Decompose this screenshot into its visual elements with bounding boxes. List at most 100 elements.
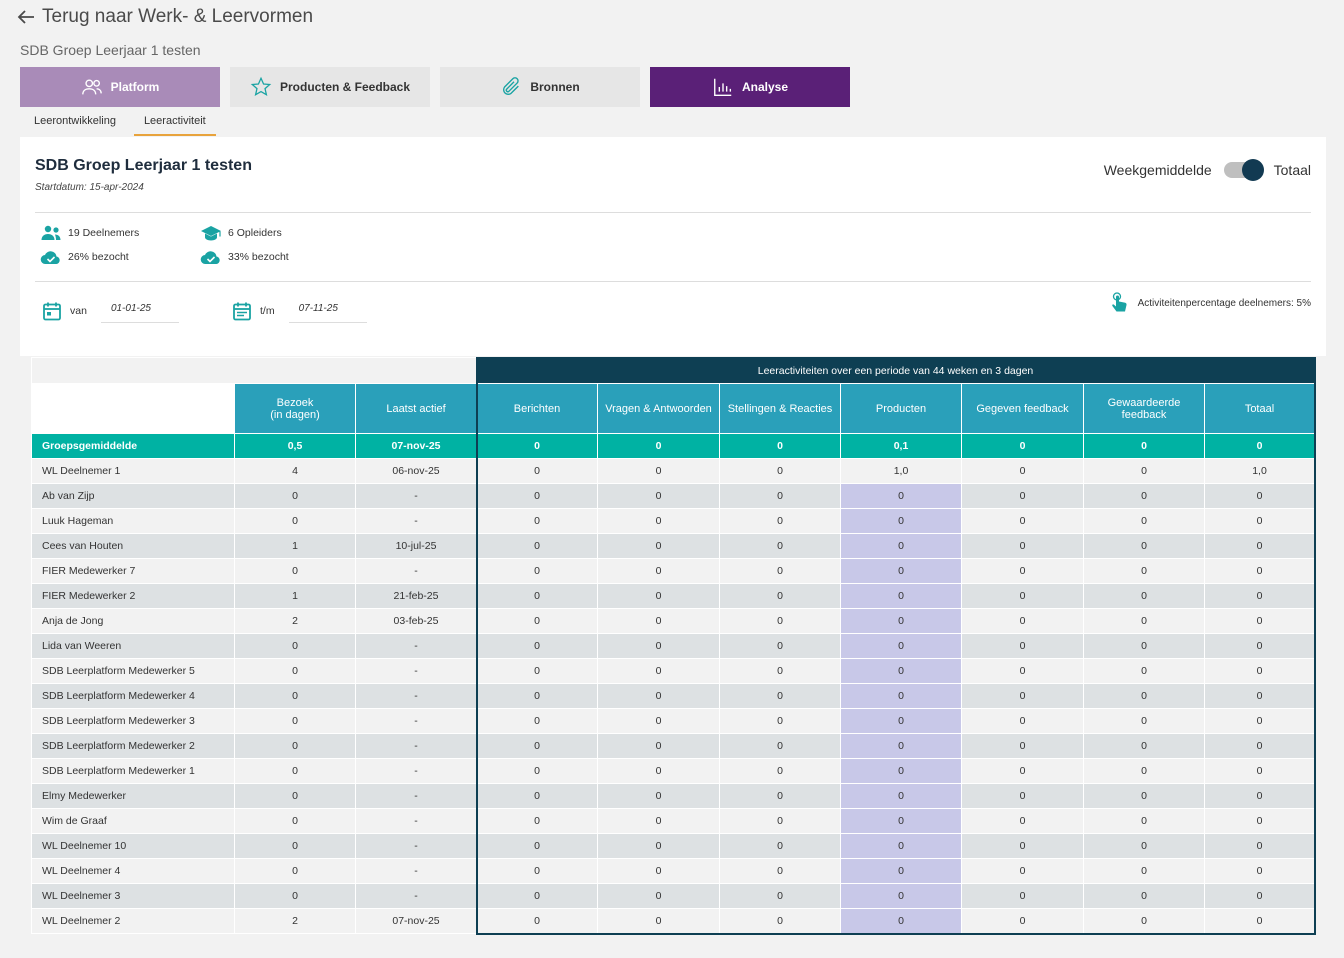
group-period-header: Leeractiviteiten over een periode van 44… xyxy=(476,357,1315,384)
cell: 0 xyxy=(1204,558,1315,584)
date-to: t/m 07-11-25 xyxy=(232,299,367,323)
cell: 0 xyxy=(597,533,720,559)
participant-name: Wim de Graaf xyxy=(31,808,235,834)
cell: 0 xyxy=(597,558,720,584)
cell: - xyxy=(355,733,477,759)
col-gewaardeerde-feedback[interactable]: Gewaardeerde feedback xyxy=(1083,383,1205,434)
participant-name: Ab van Zijp xyxy=(31,483,235,509)
cell: 0 xyxy=(961,708,1084,734)
cell: 0 xyxy=(597,708,720,734)
cell: 0 xyxy=(961,783,1084,809)
cell: 0 xyxy=(476,658,598,684)
average-row: Groepsgemiddelde 0,5 07-nov-25 0 0 0 0,1… xyxy=(31,433,1315,459)
cell: 0 xyxy=(961,808,1084,834)
tab-label: Producten & Feedback xyxy=(279,80,411,94)
subtab-leerontwikkeling[interactable]: Leerontwikkeling xyxy=(34,115,116,127)
cell: 0 xyxy=(840,833,962,859)
cell: 0 xyxy=(476,533,598,559)
cell: 0 xyxy=(1083,833,1205,859)
cell: 0 xyxy=(1204,908,1315,934)
cell: 1,0 xyxy=(840,458,962,484)
subtab-leeractiviteit[interactable]: Leeractiviteit xyxy=(133,110,216,136)
cell: 0 xyxy=(234,633,356,659)
cell: 0 xyxy=(840,708,962,734)
cell: 0 xyxy=(840,783,962,809)
cell: 0 xyxy=(597,858,720,884)
cell: 0 xyxy=(961,583,1084,609)
main-tabs: Platform Producten & Feedback Bronnen An… xyxy=(20,67,850,107)
cell: 0 xyxy=(961,608,1084,634)
cell: 1,0 xyxy=(1204,458,1315,484)
table-row: WL Deelnemer 1 4 06-nov-25 0 0 0 1,0 0 0 1,0 xyxy=(31,458,1315,484)
col-stellingen-reacties[interactable]: Stellingen & Reacties xyxy=(719,383,841,434)
tab-producten-feedback[interactable]: Producten & Feedback xyxy=(230,67,430,107)
cell: 0 xyxy=(719,908,841,934)
tab-analyse[interactable]: Analyse xyxy=(650,67,850,107)
col-vragen-antwoorden[interactable]: Vragen & Antwoorden xyxy=(597,383,720,434)
participant-name: WL Deelnemer 2 xyxy=(31,908,235,934)
participant-name: Cees van Houten xyxy=(31,533,235,559)
cell: 0 xyxy=(961,733,1084,759)
table-row: Cees van Houten 1 10-jul-25 0 0 0 0 0 0 0 xyxy=(31,533,1315,559)
activity-table-wrap: Leeractiviteiten over een periode van 44… xyxy=(31,357,1316,935)
cell: 10-jul-25 xyxy=(355,533,477,559)
cell: 0 xyxy=(1083,783,1205,809)
cell: 0 xyxy=(476,758,598,784)
cell: 0 xyxy=(840,533,962,559)
cell: 0 xyxy=(719,533,841,559)
col-totaal[interactable]: Totaal xyxy=(1204,383,1315,434)
cell: 0 xyxy=(1204,808,1315,834)
cell: 0 xyxy=(961,508,1084,534)
cell: 0 xyxy=(961,833,1084,859)
cell: 0 xyxy=(476,808,598,834)
cell: 0 xyxy=(719,483,841,509)
switch-knob xyxy=(1241,159,1264,181)
tab-bronnen[interactable]: Bronnen xyxy=(440,67,640,107)
from-date-input[interactable]: 01-01-25 xyxy=(100,299,179,323)
col-berichten[interactable]: Berichten xyxy=(476,383,598,434)
cell: 0 xyxy=(1083,658,1205,684)
participant-name: SDB Leerplatform Medewerker 4 xyxy=(31,683,235,709)
cell: 0 xyxy=(476,733,598,759)
cell: 0 xyxy=(476,583,598,609)
trainers-count: 6 Opleiders xyxy=(228,227,282,239)
trainers-visited: 33% bezocht xyxy=(228,251,289,263)
back-link[interactable]: Terug naar Werk- & Leervormen xyxy=(16,6,313,28)
cell: 0 xyxy=(1083,633,1205,659)
cell: 0 xyxy=(1204,583,1315,609)
tab-platform[interactable]: Platform xyxy=(20,67,220,107)
participant-name: WL Deelnemer 1 xyxy=(31,458,235,484)
cell: 0 xyxy=(597,483,720,509)
col-gegeven-feedback[interactable]: Gegeven feedback xyxy=(961,383,1084,434)
cell: 0 xyxy=(719,858,841,884)
table-row: Luuk Hageman 0-0 0 0 0 0 0 0 xyxy=(31,508,1315,534)
cell: 0 xyxy=(719,633,841,659)
cell: 0 xyxy=(1083,758,1205,784)
divider xyxy=(35,281,1311,282)
col-producten[interactable]: Producten xyxy=(840,383,962,434)
to-date-input[interactable]: 07-11-25 xyxy=(288,299,367,323)
toggle-label-week: Weekgemiddelde xyxy=(1103,162,1212,178)
participant-name: SDB Leerplatform Medewerker 2 xyxy=(31,733,235,759)
cell: 0 xyxy=(840,583,962,609)
cell: 0 xyxy=(1083,708,1205,734)
paperclip-icon xyxy=(503,77,520,96)
cell: - xyxy=(355,858,477,884)
cell: - xyxy=(355,558,477,584)
week-total-switch[interactable] xyxy=(1223,159,1264,181)
cell: 07-nov-25 xyxy=(355,433,477,459)
tab-label: Platform xyxy=(110,80,160,94)
cell: 0 xyxy=(961,683,1084,709)
cell: - xyxy=(355,633,477,659)
cell: 0 xyxy=(597,783,720,809)
group-title: SDB Groep Leerjaar 1 testen xyxy=(35,157,252,174)
col-bezoek[interactable]: Bezoek (in dagen) xyxy=(234,383,356,434)
cell: 0 xyxy=(1083,808,1205,834)
cell: 0 xyxy=(1083,458,1205,484)
cell: 0 xyxy=(476,558,598,584)
cell: - xyxy=(355,658,477,684)
col-laatst-actief[interactable]: Laatst actief xyxy=(355,383,477,434)
